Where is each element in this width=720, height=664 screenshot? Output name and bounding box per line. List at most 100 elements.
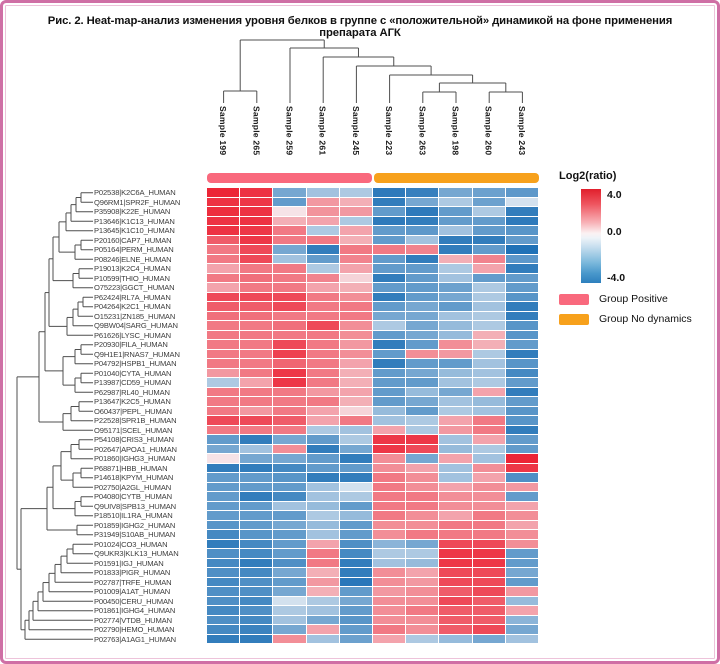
heatmap-cell	[406, 606, 439, 615]
heatmap-cell	[240, 444, 273, 454]
heatmap-cell	[406, 245, 439, 254]
heatmap-cell	[240, 216, 273, 226]
heatmap-cell	[439, 587, 472, 596]
heatmap-cell	[406, 340, 439, 349]
heatmap-cell	[207, 197, 240, 207]
heatmap-cell	[439, 482, 472, 492]
heatmap-cell	[207, 226, 240, 235]
heatmap-cell	[439, 245, 472, 254]
heatmap-cell	[306, 254, 339, 264]
heatmap-cell	[339, 349, 373, 359]
row-label: P10599|THIO_HUMAN	[94, 273, 170, 283]
heatmap-cell	[472, 311, 505, 321]
heatmap-cell	[472, 416, 505, 425]
heatmap-cell	[505, 311, 539, 321]
heatmap-cell	[472, 406, 505, 416]
heatmap-cell	[240, 549, 273, 558]
heatmap-cell	[439, 539, 472, 549]
heatmap-cell	[207, 587, 240, 596]
row-label: P20160|CAP7_HUMAN	[94, 235, 172, 245]
heatmap-cell	[406, 235, 439, 245]
heatmap-cell	[207, 321, 240, 330]
heatmap-cell	[207, 473, 240, 482]
heatmap-cell	[273, 302, 306, 311]
heatmap-cell	[439, 577, 472, 587]
heatmap-cell	[207, 359, 240, 368]
heatmap-cell	[240, 558, 273, 568]
heatmap-cell	[505, 530, 539, 539]
heatmap-cell	[240, 226, 273, 235]
heatmap-cell	[373, 226, 406, 235]
heatmap-cell	[373, 435, 406, 444]
heatmap-cell	[439, 463, 472, 473]
heatmap-cell	[207, 235, 240, 245]
heatmap-cell	[505, 492, 539, 501]
heatmap-cell	[207, 378, 240, 387]
heatmap-cell	[306, 625, 339, 634]
row-label: O60437|PEPL_HUMAN	[94, 406, 172, 416]
heatmap-cell	[339, 311, 373, 321]
heatmap-cell	[439, 454, 472, 463]
heatmap-cell	[505, 520, 539, 530]
heatmap-cell	[439, 492, 472, 501]
heatmap-cell	[505, 226, 539, 235]
heatmap-cell	[339, 235, 373, 245]
heatmap-cell	[439, 568, 472, 577]
heatmap-cell	[439, 378, 472, 387]
heatmap-cell	[306, 615, 339, 625]
row-label: P02774|VTDB_HUMAN	[94, 615, 172, 625]
heatmap-cell	[472, 349, 505, 359]
heatmap-cell	[505, 634, 539, 644]
heatmap-cell	[373, 520, 406, 530]
heatmap-cell	[505, 558, 539, 568]
heatmap-cell	[505, 549, 539, 558]
row-label: P18510|IL1RA_HUMAN	[94, 511, 173, 520]
heatmap-cell	[439, 511, 472, 520]
colorbar-tick-mid: 0.0	[607, 226, 622, 238]
row-label: P01591|IGJ_HUMAN	[94, 558, 164, 568]
heatmap-cell	[505, 454, 539, 463]
heatmap-cell	[207, 311, 240, 321]
heatmap-cell	[439, 444, 472, 454]
heatmap-cell	[339, 188, 373, 197]
heatmap-cell	[240, 311, 273, 321]
heatmap-cell	[207, 302, 240, 311]
heatmap-cell	[505, 368, 539, 378]
heatmap-cell	[273, 577, 306, 587]
heatmap-cell	[373, 444, 406, 454]
row-label: P00450|CERU_HUMAN	[94, 596, 174, 606]
heatmap-cell	[505, 330, 539, 340]
heatmap-cell	[207, 330, 240, 340]
heatmap-cell	[207, 406, 240, 416]
heatmap-cell	[373, 473, 406, 482]
heatmap-cell	[472, 207, 505, 216]
heatmap-cell	[273, 235, 306, 245]
heatmap-cell	[373, 197, 406, 207]
heatmap-cell	[472, 302, 505, 311]
heatmap-cell	[240, 245, 273, 254]
heatmap-cell	[306, 302, 339, 311]
heatmap-cell	[306, 311, 339, 321]
heatmap-cell	[273, 558, 306, 568]
heatmap-cell	[207, 387, 240, 397]
heatmap-cell	[472, 425, 505, 435]
heatmap-cell	[406, 188, 439, 197]
heatmap-cell	[240, 254, 273, 264]
row-label: P01833|PIGR_HUMAN	[94, 568, 171, 577]
heatmap-cell	[339, 340, 373, 349]
heatmap-cell	[406, 615, 439, 625]
heatmap-cell	[439, 416, 472, 425]
heatmap-cell	[207, 520, 240, 530]
row-label: O75223|GGCT_HUMAN	[94, 283, 175, 292]
heatmap-cell	[406, 226, 439, 235]
heatmap-cell	[306, 463, 339, 473]
heatmap-cell	[439, 226, 472, 235]
heatmap-cell	[240, 435, 273, 444]
heatmap-cell	[472, 615, 505, 625]
heatmap-cell	[472, 273, 505, 283]
heatmap-cell	[273, 368, 306, 378]
row-label: Q9H1E1|RNAS7_HUMAN	[94, 349, 180, 359]
heatmap-cell	[373, 425, 406, 435]
heatmap-cell	[373, 292, 406, 302]
heatmap-cell	[505, 463, 539, 473]
